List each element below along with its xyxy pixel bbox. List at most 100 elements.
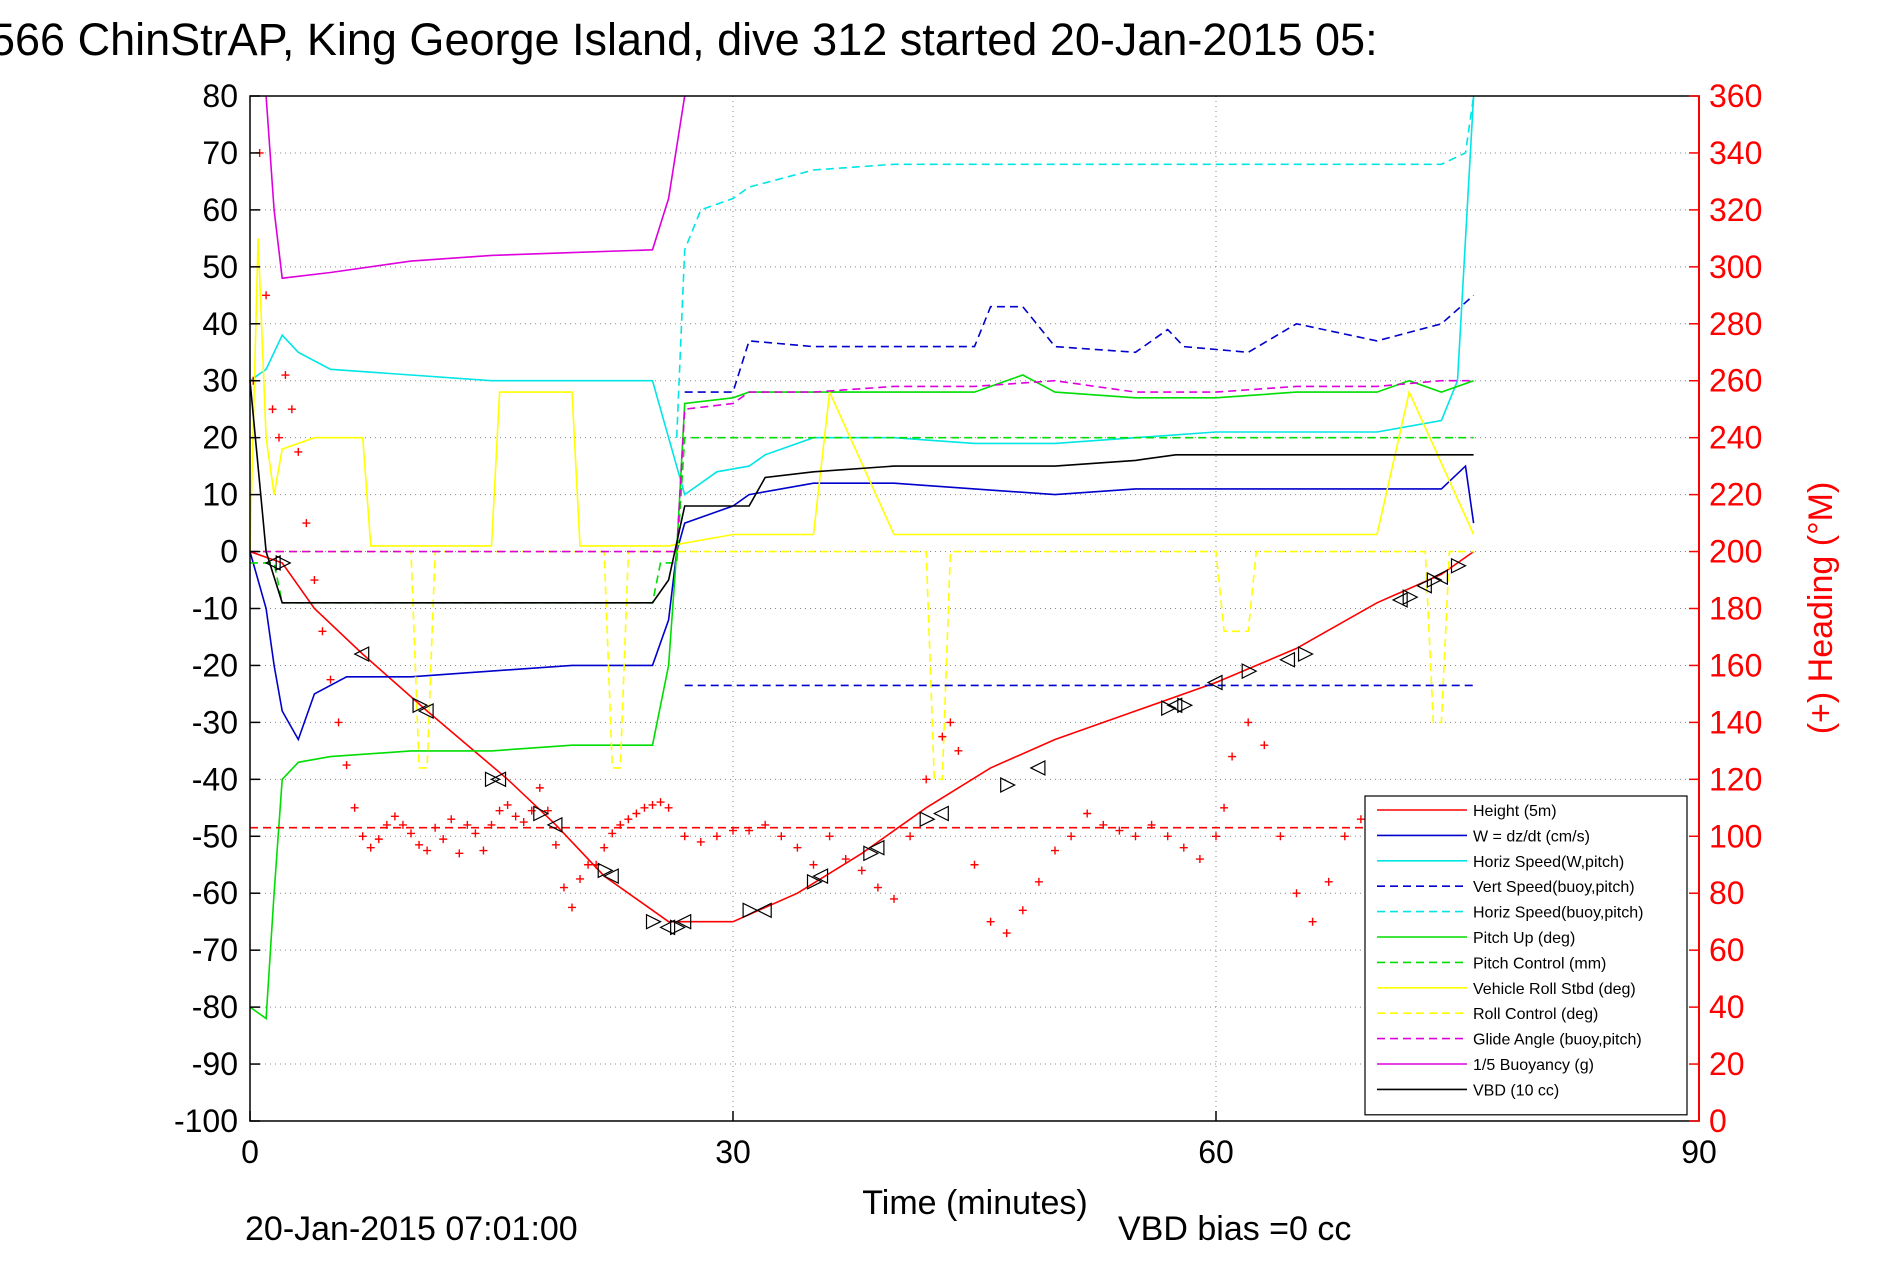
heading-marker bbox=[495, 806, 504, 815]
legend-entry: Vert Speed(buoy,pitch) bbox=[1473, 879, 1635, 896]
series-line-pitch-control-mm bbox=[250, 436, 1474, 604]
heading-marker bbox=[1308, 917, 1317, 926]
right-y-tick-label: 180 bbox=[1709, 591, 1762, 627]
heading-marker bbox=[1276, 832, 1285, 841]
left-y-tick-label: -60 bbox=[192, 875, 238, 911]
heading-marker bbox=[1083, 809, 1092, 818]
heading-marker bbox=[326, 675, 335, 684]
heading-marker bbox=[568, 903, 576, 912]
legend-entry: Horiz Speed(buoy,pitch) bbox=[1473, 905, 1643, 922]
right-y-tick-label: 220 bbox=[1709, 477, 1762, 513]
right-y-tick-label: 140 bbox=[1709, 704, 1762, 740]
left-y-tick-label: -50 bbox=[192, 818, 238, 854]
footer-timestamp: 20-Jan-2015 07:01:00 bbox=[245, 1210, 578, 1248]
heading-marker bbox=[310, 576, 319, 585]
heading-marker bbox=[535, 783, 544, 792]
left-y-tick-label: -80 bbox=[192, 989, 238, 1025]
heading-marker bbox=[1228, 752, 1237, 761]
heading-marker bbox=[334, 718, 343, 727]
heading-marker bbox=[825, 832, 834, 841]
heading-marker bbox=[503, 800, 512, 809]
left-y-tick-label: 20 bbox=[202, 420, 238, 456]
heading-marker bbox=[302, 519, 311, 528]
heading-marker bbox=[366, 843, 375, 852]
heading-marker bbox=[455, 849, 464, 858]
triangle-marker bbox=[755, 902, 772, 919]
right-y-tick-label: 260 bbox=[1709, 363, 1762, 399]
series-line-vbd-10-cc bbox=[249, 380, 1474, 604]
heading-marker bbox=[431, 823, 440, 832]
heading-marker bbox=[471, 829, 480, 838]
footer-vbd-bias: VBD bias =0 cc bbox=[1118, 1210, 1351, 1248]
triangle-marker bbox=[1297, 646, 1314, 663]
legend-entry: W = dz/dt (cm/s) bbox=[1473, 828, 1590, 845]
triangle-marker bbox=[1177, 697, 1194, 714]
left-y-tick-label: -30 bbox=[192, 704, 238, 740]
heading-marker bbox=[1163, 832, 1172, 841]
heading-marker bbox=[970, 860, 979, 869]
left-y-tick-label: -40 bbox=[192, 761, 238, 797]
right-y-axis-label: (+) Heading (°M) bbox=[1802, 482, 1840, 735]
heading-marker bbox=[809, 860, 818, 869]
heading-marker bbox=[857, 866, 866, 875]
triangle-marker bbox=[812, 868, 829, 885]
right-y-tick-label: 100 bbox=[1709, 818, 1762, 854]
heading-marker bbox=[358, 832, 367, 841]
triangle-marker bbox=[1279, 651, 1296, 668]
heading-marker bbox=[1099, 820, 1108, 829]
triangle-marker bbox=[670, 919, 686, 936]
left-y-tick-label: -100 bbox=[174, 1103, 238, 1139]
heading-marker bbox=[1212, 832, 1220, 841]
heading-marker bbox=[350, 803, 359, 812]
heading-marker bbox=[423, 846, 432, 855]
series-line-pitch-up-deg bbox=[249, 374, 1474, 1020]
x-tick-label: 0 bbox=[241, 1134, 259, 1170]
triangle-marker bbox=[645, 913, 662, 930]
triangle-marker bbox=[602, 868, 619, 885]
axis-ticks: 0 30 60 9080706050403020100-10-20-30-40-50-… bbox=[174, 78, 1762, 1170]
left-y-tick-label: 10 bbox=[202, 477, 238, 513]
heading-marker bbox=[294, 447, 303, 456]
heading-marker bbox=[318, 627, 327, 636]
heading-marker bbox=[519, 818, 528, 827]
triangle-marker bbox=[919, 811, 936, 828]
heading-marker bbox=[1002, 929, 1011, 938]
left-y-tick-label: 30 bbox=[202, 363, 238, 399]
heading-marker bbox=[439, 835, 448, 844]
triangle-marker bbox=[264, 554, 281, 571]
left-y-tick-label: 0 bbox=[220, 534, 238, 570]
triangle-marker bbox=[1241, 663, 1258, 680]
left-y-tick-label: 50 bbox=[202, 249, 238, 285]
x-tick-label: 30 bbox=[715, 1134, 751, 1170]
heading-marker bbox=[527, 806, 536, 815]
triangle-marker bbox=[1029, 759, 1046, 776]
heading-marker bbox=[390, 812, 399, 821]
heading-marker bbox=[680, 832, 689, 841]
legend-entry: Glide Angle (buoy,pitch) bbox=[1473, 1032, 1642, 1049]
right-y-tick-label: 60 bbox=[1709, 932, 1745, 968]
heading-marker bbox=[342, 761, 351, 770]
triangle-marker bbox=[417, 703, 434, 719]
right-y-tick-label: 320 bbox=[1709, 192, 1762, 228]
heading-marker bbox=[1179, 843, 1188, 852]
triangle-marker bbox=[659, 919, 676, 936]
series-line-1-5-buoyancy-g bbox=[265, 95, 686, 280]
heading-marker bbox=[1131, 832, 1140, 841]
heading-marker bbox=[986, 917, 995, 926]
heading-marker bbox=[479, 846, 488, 855]
series-layer bbox=[249, 95, 1475, 1020]
right-y-tick-label: 160 bbox=[1709, 647, 1762, 683]
left-y-tick-label: 70 bbox=[202, 135, 238, 171]
heading-marker bbox=[1324, 877, 1333, 886]
heading-marker bbox=[841, 855, 850, 864]
right-y-tick-label: 40 bbox=[1709, 989, 1745, 1025]
heading-marker bbox=[624, 815, 633, 824]
heading-marker bbox=[407, 829, 415, 838]
right-y-tick-label: 280 bbox=[1709, 306, 1762, 342]
legend-entry: Pitch Control (mm) bbox=[1473, 955, 1606, 972]
heading-marker bbox=[374, 835, 383, 844]
left-y-tick-label: 80 bbox=[202, 78, 238, 114]
right-y-tick-label: 300 bbox=[1709, 249, 1762, 285]
triangle-marker bbox=[675, 913, 692, 930]
